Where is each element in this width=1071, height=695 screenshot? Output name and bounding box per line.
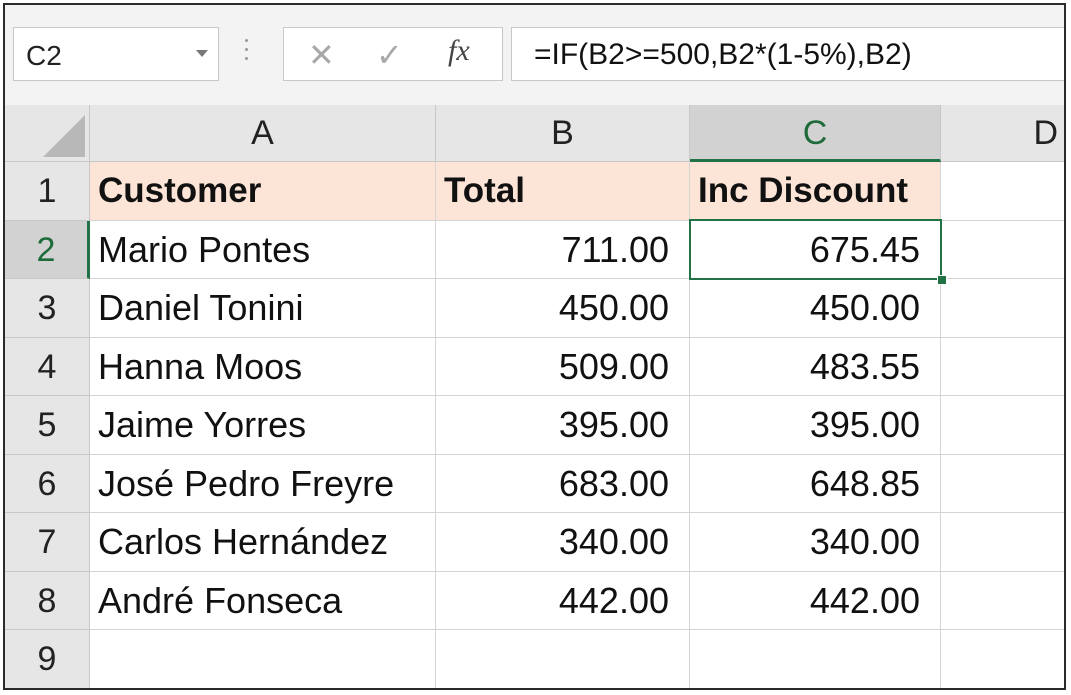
row-header-8[interactable]: 8 <box>5 571 90 630</box>
cell-c9[interactable] <box>690 630 941 688</box>
cell-b4[interactable]: 509.00 <box>436 337 690 396</box>
column-header-d[interactable]: D <box>941 105 1064 162</box>
formula-buttons: ✕ ✓ fx <box>283 27 503 81</box>
cell-b7[interactable]: 340.00 <box>436 513 690 572</box>
cell-a2[interactable]: Mario Pontes <box>90 220 436 279</box>
fill-handle[interactable] <box>937 275 947 285</box>
row-header-6[interactable]: 6 <box>5 454 90 513</box>
cell-c6[interactable]: 648.85 <box>690 454 941 513</box>
cell-b9[interactable] <box>436 630 690 688</box>
cell-c2[interactable]: 675.45 <box>690 220 941 279</box>
select-all-button[interactable] <box>5 105 90 162</box>
cell-d7[interactable] <box>941 513 1064 572</box>
cell-a9[interactable] <box>90 630 436 688</box>
cell-c1[interactable]: Inc Discount <box>690 162 941 221</box>
row-header-9[interactable]: 9 <box>5 630 90 688</box>
cell-d6[interactable] <box>941 455 1064 513</box>
cell-a7[interactable]: Carlos Hernández <box>90 513 436 572</box>
cell-c5[interactable]: 395.00 <box>690 396 941 455</box>
row-header-7[interactable]: 7 <box>5 513 90 572</box>
cell-b8[interactable]: 442.00 <box>436 571 690 630</box>
row-header-3[interactable]: 3 <box>5 279 90 338</box>
cell-b5[interactable]: 395.00 <box>436 396 690 455</box>
cell-d1[interactable] <box>941 162 1064 221</box>
name-box-value: C2 <box>26 40 62 71</box>
cell-b6[interactable]: 683.00 <box>436 454 690 513</box>
cell-b3[interactable]: 450.00 <box>436 279 690 338</box>
cell-a4[interactable]: Hanna Moos <box>90 337 436 396</box>
row-header-4[interactable]: 4 <box>5 337 90 396</box>
select-all-icon <box>43 115 85 157</box>
name-box[interactable]: C2 <box>13 27 219 81</box>
cell-b1[interactable]: Total <box>436 162 690 221</box>
cell-a5[interactable]: Jaime Yorres <box>90 396 436 455</box>
cell-a3[interactable]: Daniel Tonini <box>90 279 436 338</box>
column-header-c[interactable]: C <box>690 105 941 162</box>
formula-text: =IF(B2>=500,B2*(1-5%),B2) <box>534 38 912 71</box>
cell-d9[interactable] <box>941 630 1064 688</box>
row-header-2[interactable]: 2 <box>5 220 90 279</box>
cell-d4[interactable] <box>941 338 1064 396</box>
enter-icon[interactable]: ✓ <box>376 37 403 73</box>
drag-handle-icon[interactable] <box>245 39 249 69</box>
cell-a1[interactable]: Customer <box>90 162 436 221</box>
row-header-1[interactable]: 1 <box>5 162 90 221</box>
chevron-down-icon[interactable] <box>196 50 208 57</box>
column-header-b[interactable]: B <box>436 105 690 162</box>
spreadsheet-window: C2 ✕ ✓ fx =IF(B2>=500,B2*(1-5%),B2) A B … <box>3 3 1066 690</box>
cell-d5[interactable] <box>941 396 1064 455</box>
row-header-5[interactable]: 5 <box>5 396 90 455</box>
cell-d3[interactable] <box>941 279 1064 338</box>
cell-a8[interactable]: André Fonseca <box>90 571 436 630</box>
cell-c3[interactable]: 450.00 <box>690 279 941 338</box>
cell-d8[interactable] <box>941 572 1064 630</box>
cell-c7[interactable]: 340.00 <box>690 513 941 572</box>
column-header-a[interactable]: A <box>90 105 436 162</box>
cell-a6[interactable]: José Pedro Freyre <box>90 454 436 513</box>
cell-c8[interactable]: 442.00 <box>690 571 941 630</box>
cancel-icon[interactable]: ✕ <box>308 37 335 73</box>
cell-b2[interactable]: 711.00 <box>436 220 690 279</box>
formula-bar: C2 ✕ ✓ fx =IF(B2>=500,B2*(1-5%),B2) <box>5 5 1064 105</box>
cell-c4[interactable]: 483.55 <box>690 337 941 396</box>
insert-function-icon[interactable]: fx <box>448 34 470 67</box>
formula-input[interactable]: =IF(B2>=500,B2*(1-5%),B2) <box>511 27 1064 81</box>
cell-d2[interactable] <box>941 221 1064 279</box>
